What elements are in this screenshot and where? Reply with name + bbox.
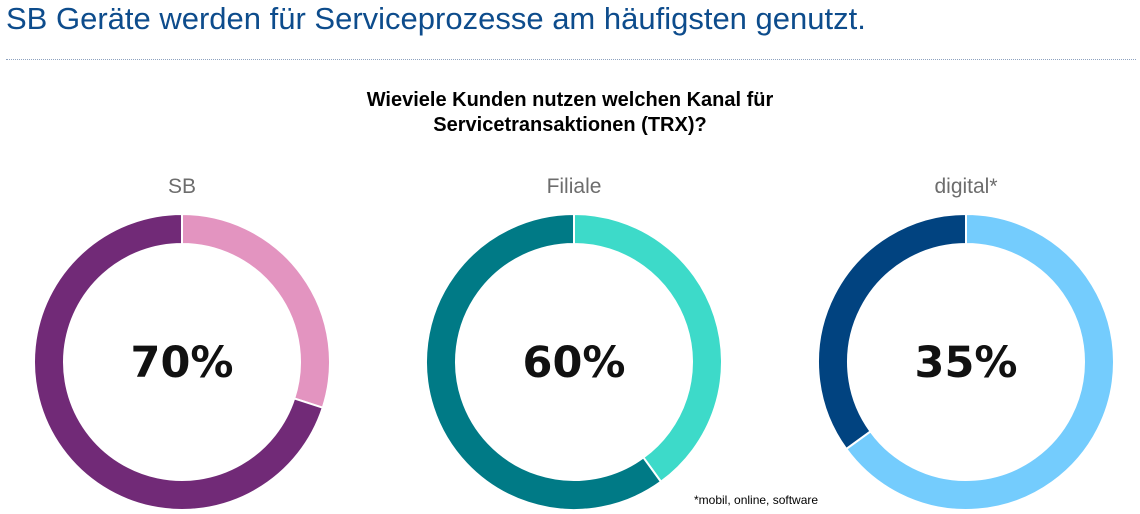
donut-segment-used-digital <box>817 212 967 451</box>
chart-title: Wieviele Kunden nutzen welchen Kanal für… <box>0 88 1140 138</box>
donut-segment-rest-digital <box>844 212 1115 511</box>
footnote: *mobil, online, software <box>694 493 819 507</box>
donut-segment-used-filiale <box>425 212 663 511</box>
chart-title-line-2: Servicetransaktionen (TRX)? <box>433 114 707 136</box>
donut-value-sb: 70% <box>131 338 234 388</box>
donut-label-digital: digital* <box>934 175 998 198</box>
page-title: SB Geräte werden für Serviceprozesse am … <box>6 1 866 36</box>
donut-label-sb: SB <box>167 175 196 198</box>
donut-label-filiale: Filiale <box>546 175 602 198</box>
chart-title-line-1: Wieviele Kunden nutzen welchen Kanal für <box>366 89 774 111</box>
donut-segment-used-sb <box>33 212 325 511</box>
title-divider <box>6 59 1136 60</box>
donut-value-digital: 35% <box>915 338 1018 388</box>
donut-value-filiale: 60% <box>523 338 626 388</box>
